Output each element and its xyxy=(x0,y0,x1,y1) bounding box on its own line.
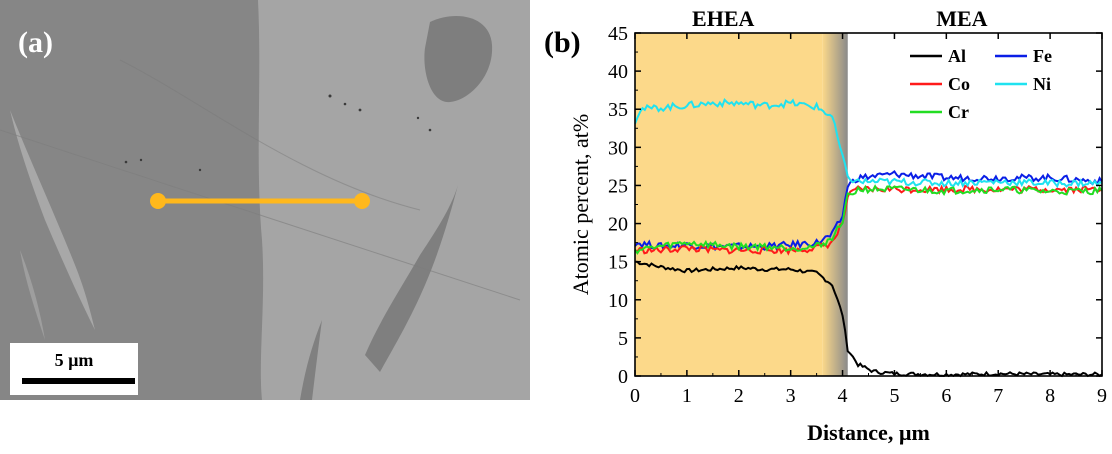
micrograph-panel: (a) 5 µm xyxy=(0,0,530,400)
ehea-region-shading xyxy=(635,33,823,376)
y-tick-label: 5 xyxy=(618,328,628,350)
scale-bar-box xyxy=(10,343,138,395)
x-tick-label: 6 xyxy=(941,385,951,407)
dark-phase-blob xyxy=(424,15,493,103)
legend-label-co: Co xyxy=(948,74,970,94)
y-tick-label: 20 xyxy=(608,214,628,236)
x-tick-label: 9 xyxy=(1097,385,1107,407)
legend-label-ni: Ni xyxy=(1033,74,1051,94)
y-tick-label: 45 xyxy=(608,23,628,45)
x-tick-label: 4 xyxy=(838,385,848,407)
series-line-cr xyxy=(634,184,1103,255)
y-tick-label: 40 xyxy=(608,61,628,83)
series-line-ni xyxy=(634,97,1103,189)
x-tick-label: 7 xyxy=(993,385,1003,407)
light-lamella-small xyxy=(20,250,45,340)
x-tick-label: 8 xyxy=(1045,385,1055,407)
panel-a-label: (a) xyxy=(18,26,53,59)
micrograph: (a) 5 µm xyxy=(0,0,530,400)
light-lamella xyxy=(10,110,95,330)
legend-label-fe: Fe xyxy=(1033,46,1052,66)
scale-bar xyxy=(22,378,135,384)
x-axis-label: Distance, µm xyxy=(807,420,930,445)
x-tick-label: 5 xyxy=(889,385,899,407)
panel-b-label: (b) xyxy=(544,26,581,59)
line-scan-start-marker xyxy=(150,193,166,209)
y-tick-label: 35 xyxy=(608,99,628,121)
y-tick-label: 25 xyxy=(608,175,628,197)
pores xyxy=(124,94,432,172)
line-scan-end-marker xyxy=(354,193,370,209)
light-grain xyxy=(258,0,530,400)
dark-lamella-small xyxy=(300,320,322,400)
line-scan-chart: (b) EHEA MEA 0 1 2 3 4 5 6 7 8 905101520253035404… xyxy=(544,6,1107,445)
y-axis-label: Atomic percent, at% xyxy=(568,114,593,295)
line-scan-chart-panel: (b) EHEA MEA 0 1 2 3 4 5 6 7 8 9 0 5 10 15 20 25 30 35 40 4… xyxy=(530,0,1112,449)
scale-bar-label: 5 µm xyxy=(55,350,94,370)
y-tick-label: 0 xyxy=(618,366,628,388)
scratch-line xyxy=(119,59,421,211)
y-tick-label: 10 xyxy=(608,290,628,312)
legend-label-al: Al xyxy=(948,46,966,66)
dark-grain xyxy=(0,0,264,400)
region-label-mea: MEA xyxy=(936,6,987,31)
dark-lamella xyxy=(365,185,458,372)
x-tick-label: 1 xyxy=(682,385,692,407)
legend-label-cr: Cr xyxy=(948,102,969,122)
x-tick-label: 3 xyxy=(786,385,796,407)
y-tick-label: 15 xyxy=(608,252,628,274)
x-tick-label: 0 xyxy=(630,385,640,407)
scratch-line xyxy=(0,129,521,301)
region-label-ehea: EHEA xyxy=(692,6,754,31)
x-tick-label: 2 xyxy=(734,385,744,407)
y-tick-label: 30 xyxy=(608,137,628,159)
